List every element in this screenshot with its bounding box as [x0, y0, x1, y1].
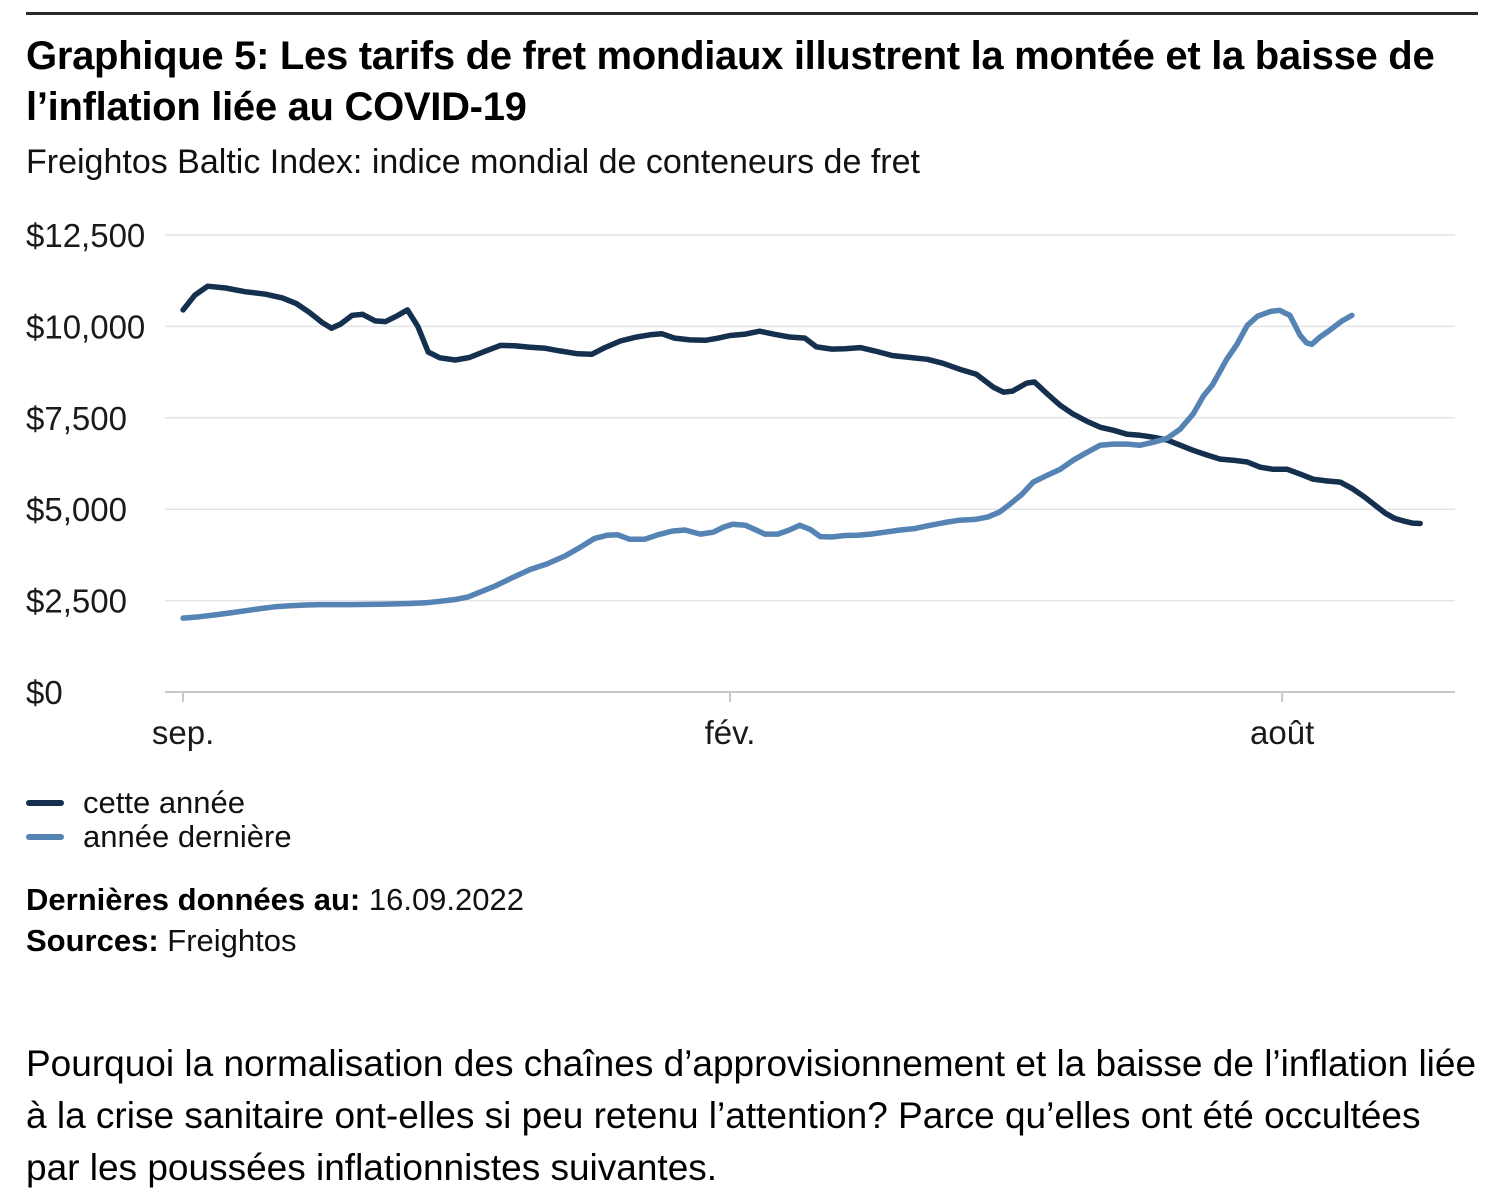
x-axis-tick-label: sep. — [152, 714, 214, 751]
y-axis-tick-label: $7,500 — [26, 400, 127, 437]
legend-swatch-cette-annee — [26, 800, 64, 807]
freight-chart: $12,500 $10,000 $7,500 $5,000 $2,500 $0 sep. fé… — [26, 217, 1455, 751]
top-rule — [26, 12, 1478, 15]
x-axis-tick-label: fév. — [705, 714, 756, 751]
y-axis-tick-label: $12,500 — [26, 217, 145, 254]
chart-legend: cette année année dernière — [26, 785, 1478, 855]
last-data-value: 16.09.2022 — [368, 882, 524, 918]
last-data-label: Dernières données au: — [26, 882, 361, 918]
footnote-sources: Sources: Freightos — [26, 921, 1478, 962]
legend-label: année dernière — [83, 819, 292, 855]
chart-area: $12,500 $10,000 $7,500 $5,000 $2,500 $0 sep. fé… — [26, 212, 1478, 772]
series-line-annee-derniere — [180, 307, 1355, 622]
y-axis-tick-label: $5,000 — [26, 492, 127, 529]
y-axis-tick-label: $2,500 — [26, 583, 127, 620]
x-axis-tick-label: août — [1250, 714, 1314, 751]
legend-item: année dernière — [26, 819, 1478, 855]
chart-footnotes: Dernières données au: 16.09.2022 Sources… — [26, 880, 1478, 962]
legend-label: cette année — [83, 785, 246, 821]
sources-label: Sources: — [26, 923, 159, 959]
chart-subtitle: Freightos Baltic Index: indice mondial d… — [26, 143, 920, 182]
body-paragraph: Pourquoi la normalisation des chaînes d’… — [26, 1043, 1477, 1188]
legend-swatch-annee-derniere — [26, 834, 64, 841]
legend-item: cette année — [26, 785, 1478, 821]
sources-value: Freightos — [167, 923, 297, 959]
y-axis-tick-label: $10,000 — [26, 309, 145, 346]
series-line-cette-annee — [180, 283, 1423, 527]
footnote-last-data: Dernières données au: 16.09.2022 — [26, 880, 1478, 921]
page-title: Graphique 5: Les tarifs de fret mondiaux… — [26, 34, 1435, 130]
y-axis-tick-label: $0 — [26, 674, 63, 711]
